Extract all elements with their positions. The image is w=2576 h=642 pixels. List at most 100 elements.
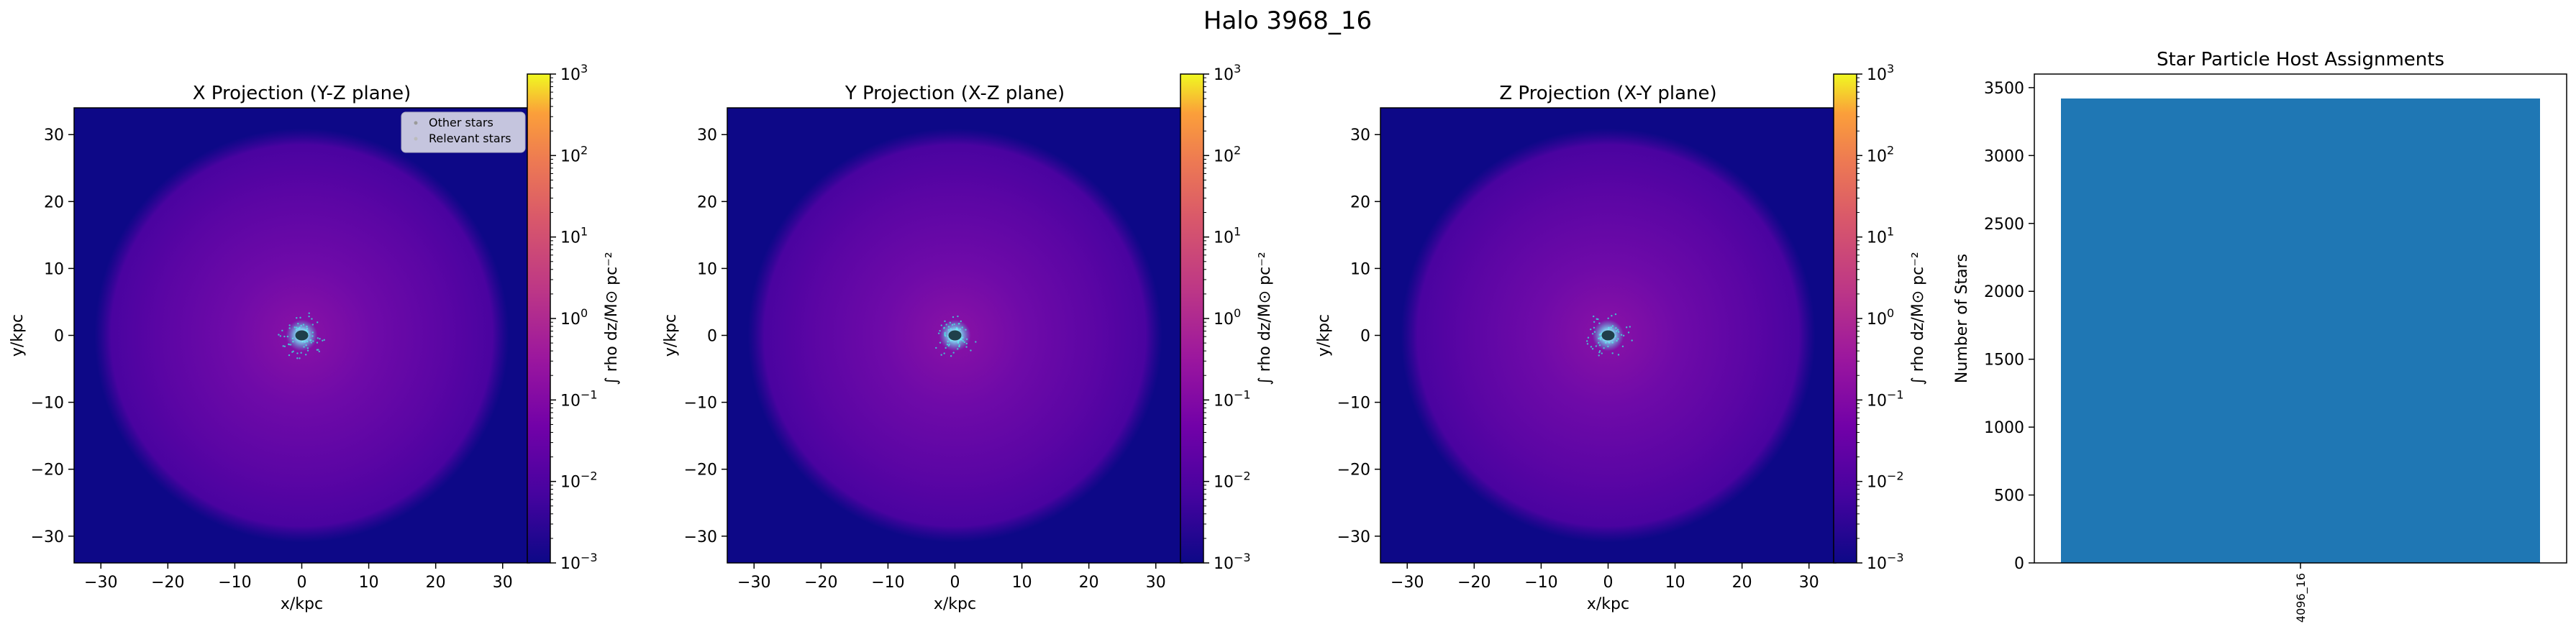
star-point	[299, 316, 301, 319]
star-point	[944, 320, 946, 323]
x-tick-label: 20	[426, 574, 446, 592]
colorbar-tick-label: 10−2	[1867, 469, 1904, 492]
star-point	[1598, 351, 1601, 354]
star-point	[296, 317, 298, 319]
star-point	[1598, 350, 1601, 352]
y-tick-label: −20	[684, 462, 717, 480]
y-tick-label: 10	[1350, 260, 1370, 278]
colorbar-gradient	[1833, 73, 1857, 564]
x-tick-label: 0	[297, 574, 307, 592]
star-point	[281, 329, 283, 332]
y-tick-label: 30	[1350, 127, 1370, 145]
star-point	[1614, 313, 1617, 316]
x-tick-label: 10	[359, 574, 379, 592]
x-axis-label: x/kpc	[281, 595, 323, 613]
colorbar-label: ∫ rho dz/M⊙ pc⁻²	[1909, 252, 1927, 385]
star-point	[1601, 352, 1603, 354]
colorbar-gradient	[1180, 73, 1204, 564]
panel-title: Z Projection (X-Y plane)	[1499, 83, 1716, 104]
star-point	[1598, 354, 1600, 357]
star-point	[1621, 345, 1624, 348]
colorbar-tick-label: 102	[1214, 143, 1241, 165]
y-tick-label: 30	[697, 127, 717, 145]
star-point	[299, 357, 301, 359]
y-tick-label: 1500	[1984, 352, 2024, 370]
star-point	[1587, 336, 1590, 339]
star-point	[943, 352, 945, 354]
y-tick-label: −10	[31, 395, 64, 413]
colorbar-tick-label: 100	[1214, 306, 1241, 329]
star-point	[318, 350, 320, 353]
star-point	[939, 341, 942, 344]
y-tick-label: 20	[44, 193, 64, 211]
colorbar-tick-label: 10−3	[1867, 551, 1904, 573]
legend-entry: Relevant stars	[429, 132, 511, 145]
y-axis-label: y/kpc	[662, 314, 680, 357]
figure-title: Halo 3968_16	[1203, 6, 1372, 35]
star-point	[283, 345, 286, 347]
star-point	[1631, 339, 1633, 341]
star-point	[317, 349, 319, 351]
y-axis-label: y/kpc	[1315, 314, 1333, 357]
legend: Other stars Relevant stars	[401, 111, 526, 153]
y-tick-label: 10	[697, 260, 717, 278]
x-tick-label: −30	[84, 574, 117, 592]
star-point	[1592, 315, 1595, 318]
bar	[2061, 98, 2540, 563]
legend-entry: Other stars	[429, 116, 493, 129]
y-tick-label: 20	[1350, 193, 1370, 211]
x-tick-label: −20	[1457, 574, 1490, 592]
star-point	[1597, 318, 1599, 321]
star-point	[283, 335, 286, 338]
y-tick-label: −10	[1337, 395, 1370, 413]
colorbar-tick-label: 103	[1867, 62, 1894, 84]
star-point	[1627, 331, 1630, 334]
star-point	[1586, 343, 1589, 345]
x-tick-label: 10	[1665, 574, 1685, 592]
y-tick-label: 500	[1994, 487, 2024, 505]
star-point	[296, 357, 299, 359]
star-point	[1629, 326, 1631, 328]
legend-marker	[414, 121, 418, 125]
galaxy-center	[1601, 330, 1615, 341]
star-point	[308, 312, 310, 314]
star-point	[300, 352, 302, 354]
colorbar-tick-label: 10−3	[1214, 551, 1251, 573]
y-tick-label: 20	[697, 193, 717, 211]
x-tick-label: 0	[1603, 574, 1614, 592]
axes-frame	[2034, 73, 2567, 564]
colorbar-label: ∫ rho dz/M⊙ pc⁻²	[1256, 252, 1274, 385]
colorbar-tick-label: 100	[560, 306, 588, 329]
y-tick-label: 1000	[1984, 419, 2024, 437]
x-tick-label: −30	[737, 574, 770, 592]
panel-title: X Projection (Y-Z plane)	[193, 83, 411, 104]
x-axis-label: x/kpc	[1587, 595, 1629, 613]
colorbar: 10−3 10−2 10−1 100 101 102 103 ∫ rho dz/M⊙ pc⁻²	[1180, 62, 1274, 573]
star-point	[1625, 326, 1628, 329]
star-point	[296, 352, 299, 354]
colorbar-tick-label: 102	[560, 143, 588, 165]
colorbar: 10−3 10−2 10−1 100 101 102 103 ∫ rho dz/M⊙ pc⁻²	[1833, 62, 1927, 573]
y-tick-label: 2500	[1984, 216, 2024, 234]
colorbar-tick-label: 10−1	[1867, 388, 1904, 410]
star-point	[935, 347, 937, 349]
y-tick-label: −30	[1337, 528, 1370, 546]
colorbar-tick-label: 10−1	[1214, 388, 1251, 410]
colorbar-tick-label: 10−2	[560, 469, 598, 492]
y-tick-label: 10	[44, 260, 64, 278]
star-point	[952, 352, 955, 354]
x-tick-label: −10	[218, 574, 251, 592]
bar-panel: 4096_16 0 500 1000 1500 2000 2500 3000 3500 Star …	[1953, 49, 2567, 623]
y-tick-label: 0	[54, 328, 64, 346]
x-tick-label: 4096_16	[2294, 573, 2308, 623]
star-point	[316, 341, 319, 344]
colorbar-tick-label: 103	[1214, 62, 1241, 84]
x-tick-label: 20	[1732, 574, 1752, 592]
colorbar-label: ∫ rho dz/M⊙ pc⁻²	[603, 252, 621, 385]
projection-panel-3: −30 −30 −20 −20 −10 −10 0 0 10 10 20 20 30 30 Z Projec…	[1315, 62, 1927, 613]
bar-panel-title: Star Particle Host Assignments	[2157, 49, 2444, 70]
projection-panel-2: −30 −30 −20 −20 −10 −10 0 0 10 10 20 20 30 30 Y Projec…	[662, 62, 1274, 613]
legend-box	[401, 111, 526, 153]
star-point	[319, 338, 321, 340]
